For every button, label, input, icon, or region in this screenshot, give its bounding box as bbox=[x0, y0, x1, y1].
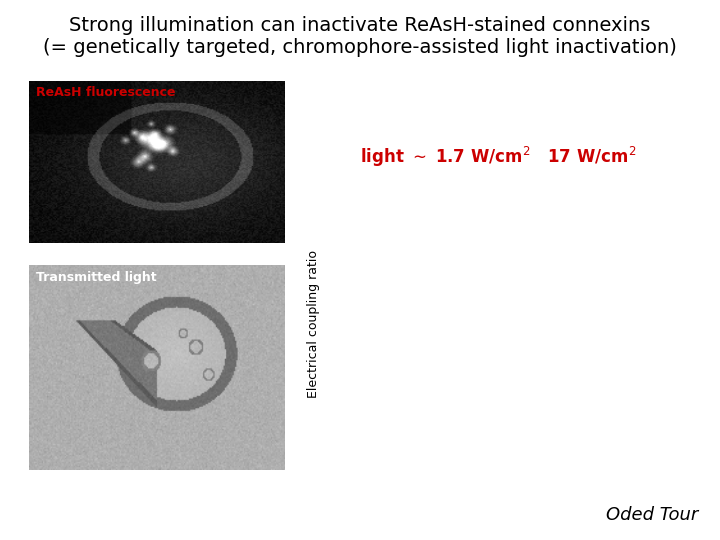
Text: light $\sim$ 1.7 W/cm$^2$   17 W/cm$^2$: light $\sim$ 1.7 W/cm$^2$ 17 W/cm$^2$ bbox=[360, 145, 636, 168]
Text: Oded Tour: Oded Tour bbox=[606, 506, 698, 524]
Text: Strong illumination can inactivate ReAsH-stained connexins
(= genetically target: Strong illumination can inactivate ReAsH… bbox=[43, 16, 677, 57]
Text: Transmitted light: Transmitted light bbox=[37, 271, 157, 284]
Text: ReAsH fluorescence: ReAsH fluorescence bbox=[37, 86, 176, 99]
Text: Electrical coupling ratio: Electrical coupling ratio bbox=[307, 250, 320, 398]
